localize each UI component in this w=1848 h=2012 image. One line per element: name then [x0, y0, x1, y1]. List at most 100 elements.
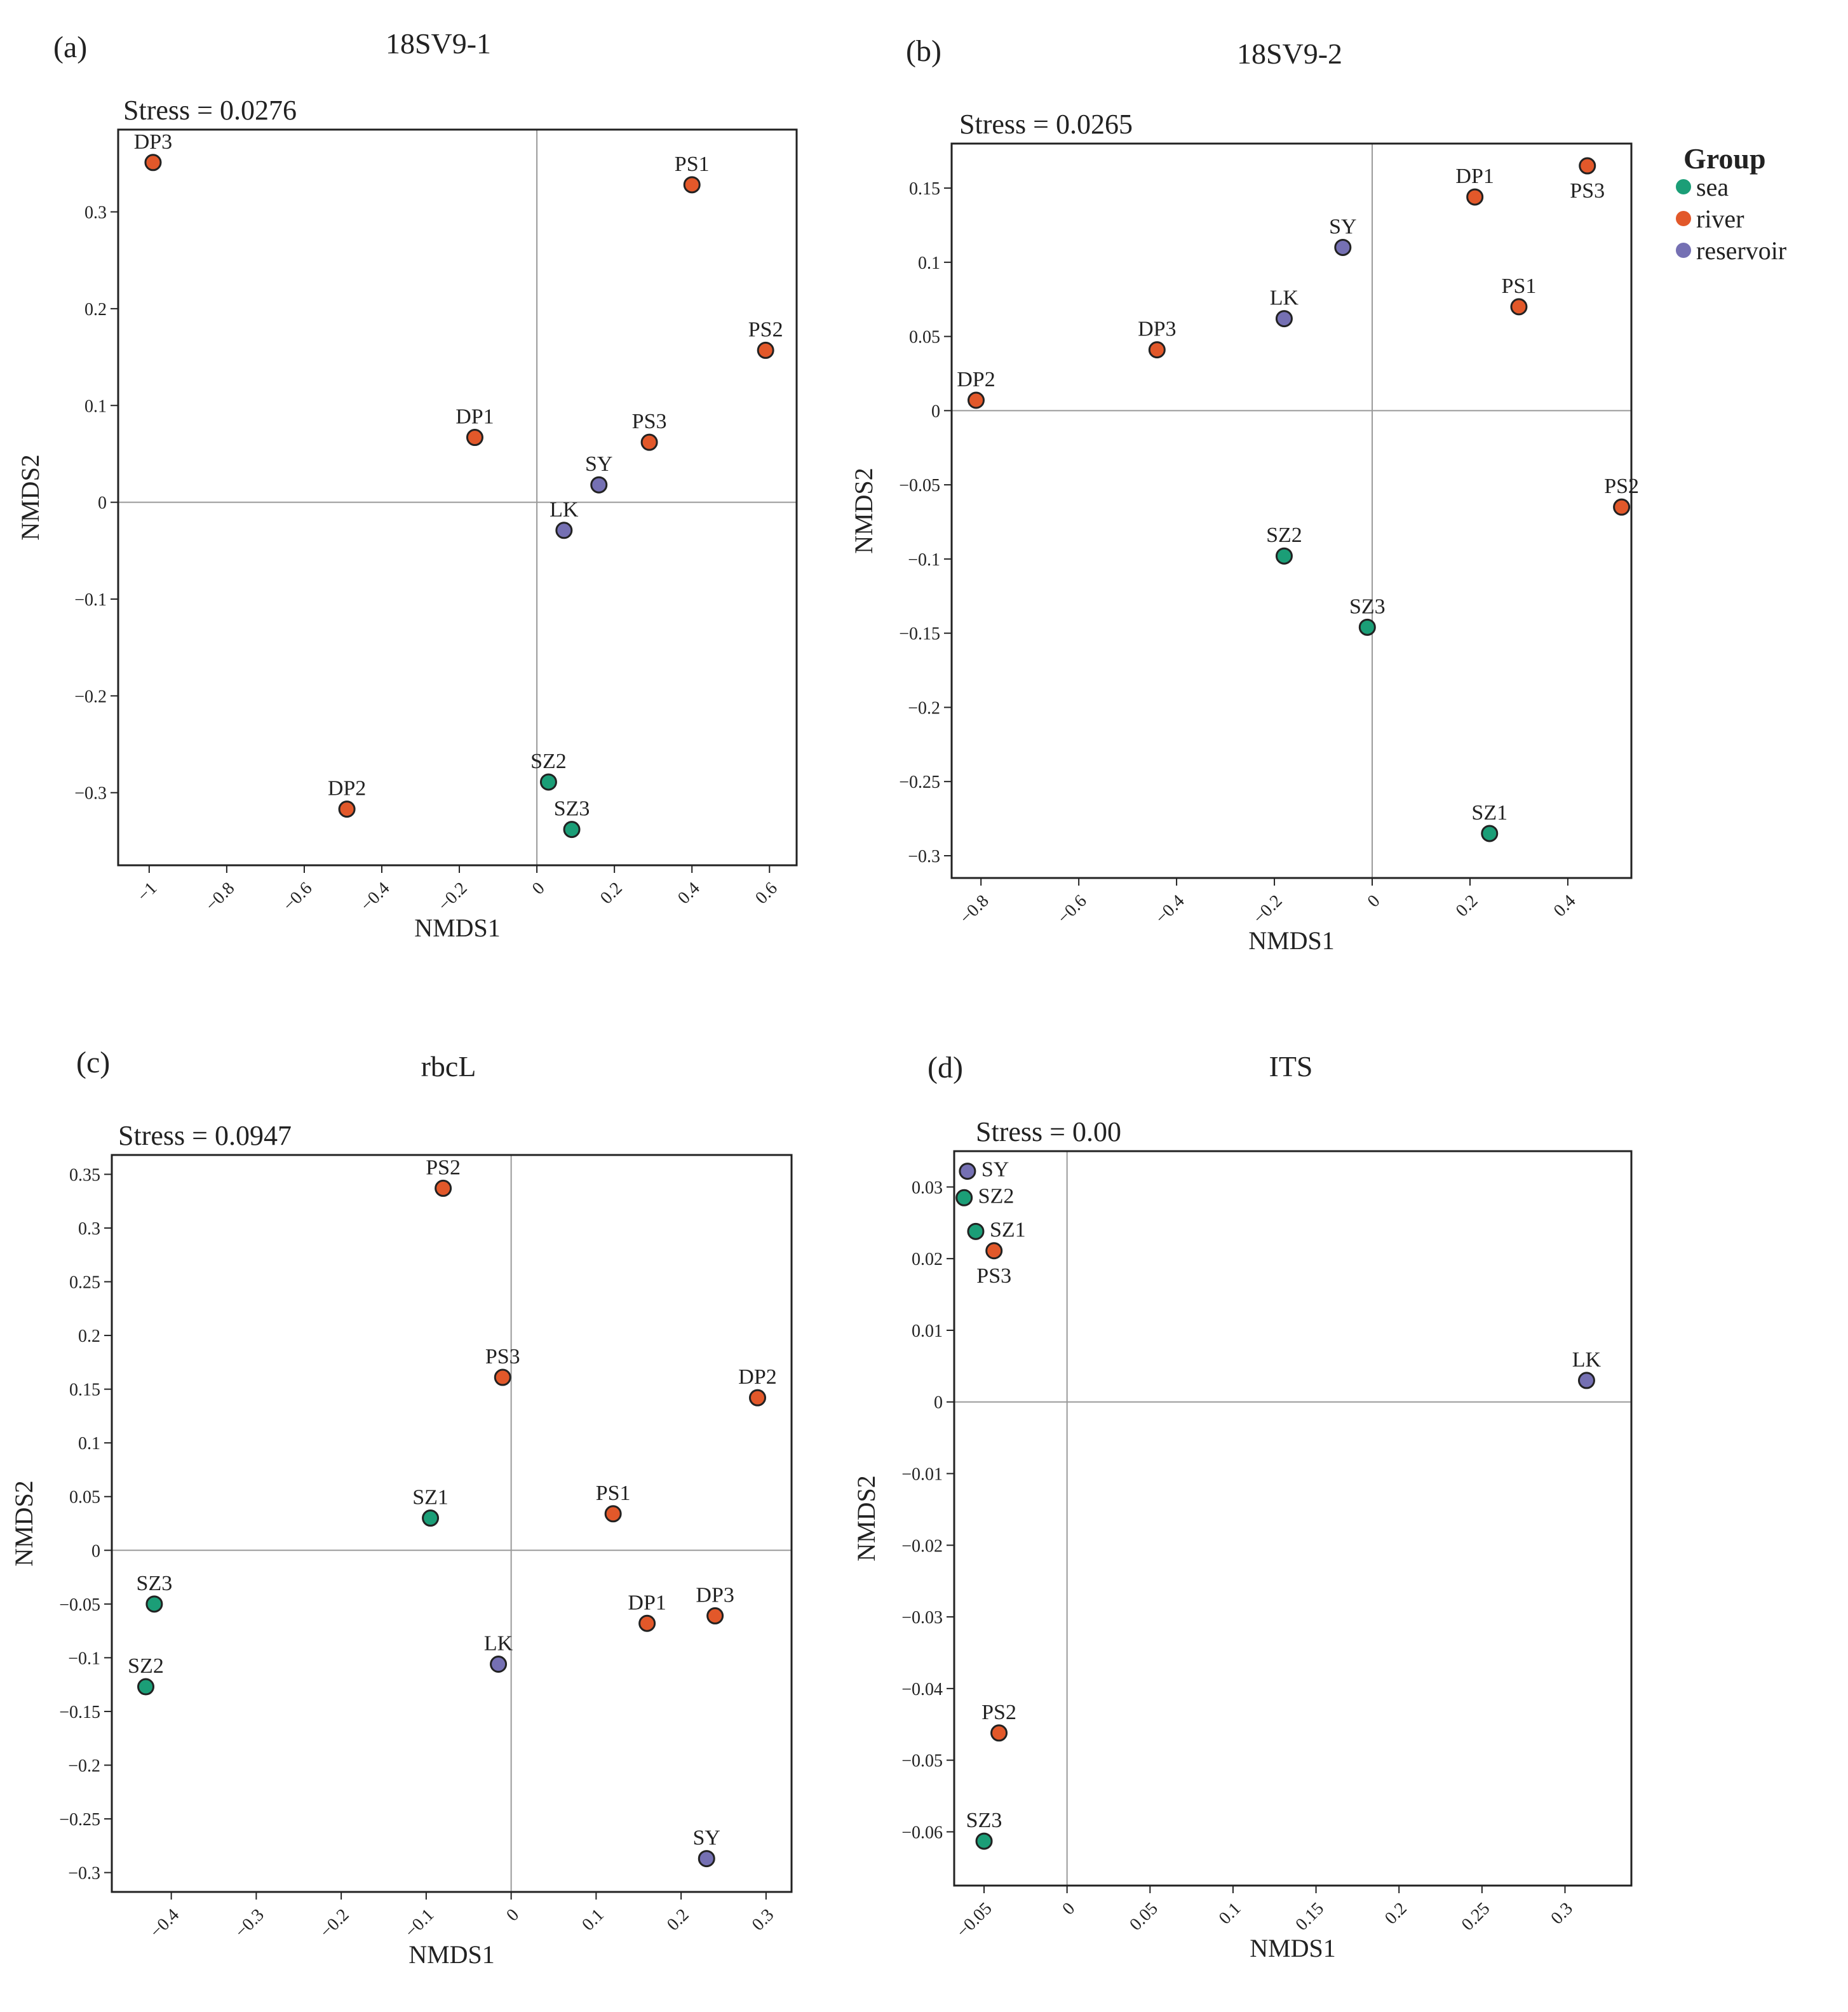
x-tick-label: 0 [1364, 891, 1384, 912]
y-tick-label: 0.1 [84, 396, 107, 416]
point-label: SZ2 [1266, 523, 1302, 547]
x-tick-label: −0.1 [401, 1905, 438, 1942]
point-sz2 [955, 1189, 973, 1206]
point-dp2 [967, 391, 985, 409]
x-tick-label: −0.4 [1152, 891, 1189, 928]
y-tick-label: −0.2 [68, 1756, 100, 1776]
point-label: PS1 [596, 1482, 631, 1505]
panel-b: (b) 18SV9-2 Stress = 0.0265 −0.8 −0.6 −0.4 −0.… [849, 34, 1639, 955]
y-tick-label: 0.03 [912, 1178, 943, 1198]
panel-title: 18SV9-2 [1237, 37, 1342, 70]
point-sz1 [422, 1509, 440, 1527]
point-ps3 [1579, 157, 1596, 175]
y-tick-label: −0.05 [899, 476, 940, 496]
point-lk [1275, 310, 1293, 328]
x-tick-label: 0.1 [1215, 1899, 1245, 1929]
point-label: PS3 [632, 410, 667, 433]
y-tick-label: 0.05 [69, 1488, 100, 1508]
point-label: LK [1270, 287, 1299, 310]
y-tick-label: 0.15 [69, 1381, 100, 1400]
point-label: DP3 [134, 130, 172, 154]
point-dp2 [338, 800, 356, 818]
x-tick-label: 0.2 [663, 1905, 693, 1935]
legend-marker-reservoir [1676, 243, 1691, 258]
point-sy [698, 1850, 715, 1868]
y-tick-label: 0.2 [78, 1327, 100, 1346]
y-tick-label: 0.15 [909, 179, 940, 199]
point-dp1 [1466, 188, 1484, 206]
x-tick-label: −0.4 [146, 1905, 183, 1942]
x-tick-label: 0 [1058, 1899, 1079, 1919]
y-tick-label: 0.35 [69, 1165, 100, 1185]
panel-letter: (c) [76, 1046, 110, 1079]
panel-title: 18SV9-1 [386, 27, 491, 60]
point-label: SY [693, 1826, 720, 1850]
x-tick-label: 0.2 [1452, 891, 1482, 921]
x-tick-label: −0.05 [953, 1899, 996, 1942]
point-label: SY [585, 452, 612, 476]
y-tick-label: −0.03 [901, 1608, 943, 1628]
point-sz3 [145, 1595, 163, 1613]
y-tick-label: 0 [931, 402, 940, 421]
panel-letter: (d) [927, 1051, 963, 1084]
stress-label: Stress = 0.0947 [118, 1120, 292, 1151]
y-tick-label: −0.1 [908, 550, 940, 570]
point-dp1 [638, 1614, 656, 1632]
stress-label: Stress = 0.0265 [959, 109, 1133, 140]
panel-title: rbcL [421, 1050, 476, 1083]
x-axis-label: NMDS1 [414, 914, 501, 942]
point-sz3 [563, 821, 581, 839]
point-label: SZ2 [128, 1654, 164, 1678]
point-sz3 [975, 1832, 993, 1850]
point-label: SZ1 [412, 1486, 449, 1509]
y-tick-label: 0.1 [78, 1434, 100, 1454]
point-dp3 [1148, 341, 1166, 359]
y-tick-label: −0.25 [899, 773, 940, 792]
y-tick-label: 0.2 [84, 300, 107, 320]
point-label: PS3 [485, 1345, 520, 1368]
x-tick-label: 0.2 [597, 879, 626, 908]
point-label: DP1 [455, 405, 494, 429]
point-sz1 [1481, 825, 1499, 842]
point-label: SY [1329, 215, 1356, 238]
x-tick-label: 0.3 [1547, 1899, 1577, 1929]
point-label: DP3 [1138, 318, 1176, 341]
x-axis-label: NMDS1 [1250, 1934, 1336, 1962]
point-ps3 [494, 1368, 511, 1386]
point-label: DP2 [738, 1365, 776, 1389]
point-ps2 [757, 341, 774, 359]
x-tick-label: −1 [133, 879, 161, 906]
point-label: SZ1 [990, 1218, 1026, 1241]
x-tick-label: 0.25 [1458, 1899, 1494, 1935]
x-tick-label: 0.1 [578, 1905, 608, 1935]
y-tick-label: −0.3 [68, 1864, 100, 1884]
point-sz2 [1275, 547, 1293, 565]
point-ps2 [990, 1724, 1008, 1742]
point-dp1 [466, 429, 483, 447]
point-ps2 [435, 1179, 452, 1197]
y-tick-label: −0.02 [901, 1536, 943, 1556]
panel-d: (d) ITS Stress = 0.00 −0.05 0 0.05 0.1 0.15 0.2 0… [852, 1050, 1633, 1962]
y-axis-label: NMDS2 [10, 1480, 38, 1567]
y-axis-label: NMDS2 [16, 454, 44, 541]
x-tick-label: 0.2 [1381, 1899, 1411, 1929]
y-tick-label: 0 [91, 1541, 100, 1561]
x-tick-label: −0.6 [280, 879, 316, 915]
point-label: DP1 [1455, 165, 1494, 188]
point-sz1 [967, 1222, 985, 1240]
point-label: LK [484, 1632, 513, 1656]
y-tick-label: −0.15 [59, 1703, 100, 1722]
point-sy [590, 476, 608, 494]
stress-label: Stress = 0.00 [976, 1116, 1121, 1147]
x-tick-label: 0.15 [1292, 1899, 1328, 1935]
point-dp3 [144, 154, 162, 172]
panel-letter: (a) [53, 30, 87, 64]
y-tick-label: −0.3 [74, 784, 107, 804]
legend-label-sea: sea [1696, 173, 1729, 201]
y-tick-label: 0 [98, 494, 107, 513]
point-sz3 [1358, 618, 1376, 636]
point-label: DP2 [957, 368, 995, 391]
panel-title: ITS [1269, 1050, 1313, 1083]
point-label: PS2 [1604, 475, 1639, 498]
